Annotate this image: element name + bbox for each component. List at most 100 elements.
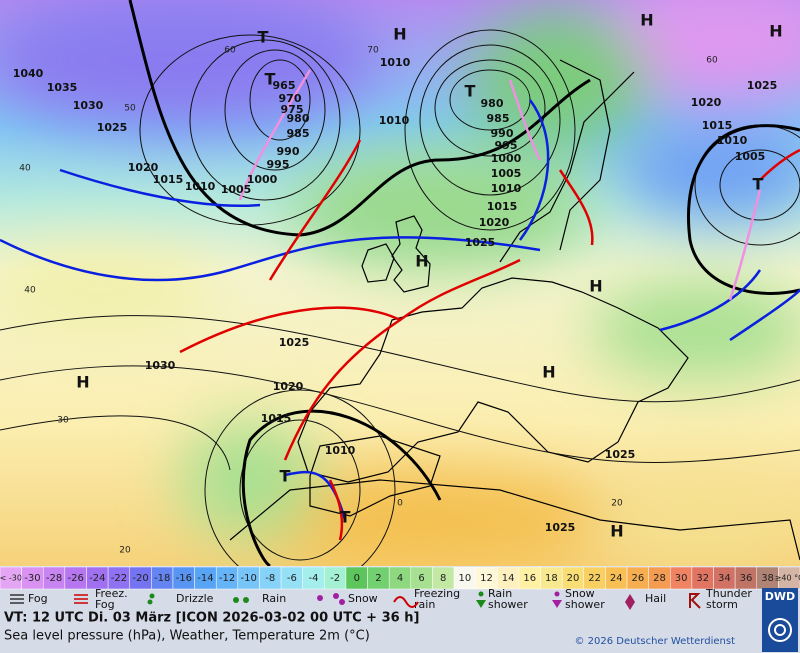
grid-label: 40 (24, 286, 36, 296)
isobar-label: 985 (487, 112, 510, 125)
scale-label: -30 (24, 573, 40, 584)
scale-label: -2 (330, 573, 340, 584)
coastlines (229, 59, 800, 561)
legend-label: Snow (565, 587, 595, 600)
pressure-center: T (340, 508, 351, 527)
legend-label: storm (706, 598, 738, 611)
isobar-label: 1005 (491, 167, 522, 180)
scale-label: -28 (46, 573, 62, 584)
isobar-label: 980 (481, 97, 504, 110)
legend-label: Freez. (95, 587, 128, 600)
pressure-center: T (280, 467, 291, 486)
isobar-label: 990 (277, 145, 300, 158)
isobar-label: 985 (287, 127, 310, 140)
isobar-label: 1025 (279, 336, 310, 349)
scale-label: 6 (418, 573, 424, 584)
isobar-label: 1010 (491, 182, 522, 195)
isobar-label: 1000 (491, 152, 522, 165)
isobar-label: 970 (279, 92, 302, 105)
scale-label: 8 (440, 573, 446, 584)
isobar-label: 1030 (145, 359, 176, 372)
isobar-label: 1010 (185, 180, 216, 193)
legend-label: shower (565, 598, 605, 611)
isobar-label: 990 (491, 127, 514, 140)
pressure-center: H (415, 252, 428, 271)
pressure-center: T (753, 175, 764, 194)
grid-label: 60 (224, 46, 236, 56)
scale-label: -6 (287, 573, 297, 584)
grid-label: 20 (119, 546, 131, 556)
scale-label: 32 (696, 573, 709, 584)
scale-label: 22 (588, 573, 601, 584)
scale-label: -20 (132, 573, 148, 584)
isobar-label: 1035 (47, 81, 78, 94)
isobar-label: 1000 (247, 173, 278, 186)
legend-label: Freezing (414, 587, 460, 600)
isobar-label: 1025 (97, 121, 128, 134)
scale-label: -8 (265, 573, 275, 584)
scale-label: -12 (219, 573, 235, 584)
pressure-center: H (542, 363, 555, 382)
isobar-label: 1005 (221, 183, 252, 196)
isobar-label: 1020 (128, 161, 159, 174)
scale-label: 12 (480, 573, 493, 584)
scale-label: 36 (740, 573, 753, 584)
pressure-center: T (465, 82, 476, 101)
scale-label: 28 (653, 573, 666, 584)
pressure-center: H (589, 277, 602, 296)
scale-label: ≥40 °C (775, 574, 800, 583)
pressure-center: H (393, 25, 406, 44)
main-isobars (128, 0, 800, 566)
isobar-label: 1010 (325, 444, 356, 457)
grid-label: 20 (611, 499, 623, 509)
scale-label: 0 (354, 573, 360, 584)
legend-label: Drizzle (176, 592, 214, 605)
isobar-label: 1025 (747, 79, 778, 92)
scale-label: 18 (545, 573, 558, 584)
pressure-center: T (265, 70, 276, 89)
isobar-label: 1030 (73, 99, 104, 112)
isobar-label: 980 (287, 112, 310, 125)
scale-label: 34 (718, 573, 731, 584)
pressure-center: T (258, 28, 269, 47)
isobar-label: 1015 (261, 412, 292, 425)
scale-label: -4 (309, 573, 319, 584)
scale-label: -22 (111, 573, 127, 584)
temperature-field (0, 0, 800, 566)
scale-label: -18 (154, 573, 170, 584)
valid-time: VT: 12 UTC Di. 03 März [ICON 2026-03-02 … (4, 611, 419, 626)
isobar-label: 1015 (153, 173, 184, 186)
grid-label: 60 (706, 56, 718, 66)
copyright: © 2026 Deutscher Wetterdienst (574, 636, 735, 647)
isobar-label: 1020 (273, 380, 304, 393)
legend-label: rain (414, 598, 435, 611)
legend-label: shower (488, 598, 528, 611)
legend-label: Snow (348, 592, 378, 605)
scale-label: 16 (523, 573, 536, 584)
scale-label: 24 (610, 573, 623, 584)
scale-label: -10 (240, 573, 256, 584)
legend-label: Rain (488, 587, 512, 600)
logo-text: DWD (765, 590, 795, 603)
isobar-label: 1015 (487, 200, 518, 213)
scale-label: 4 (397, 573, 403, 584)
isobar-label: 975 (281, 103, 304, 116)
scale-label: 2 (375, 573, 381, 584)
legend-label: Thunder (705, 587, 752, 600)
legend-icons (10, 591, 701, 610)
legend-area: < -30 -30 -28 -26 -24 -22 -20 -18 -16 -14 -12 -10 -8… (0, 566, 800, 653)
isobar-label: 1020 (691, 96, 722, 109)
scale-label: -26 (68, 573, 84, 584)
isobar-label: 1010 (380, 56, 411, 69)
pressure-center: H (640, 11, 653, 30)
scale-label: 26 (631, 573, 644, 584)
scale-label: 10 (458, 573, 471, 584)
legend-label: Fog (95, 598, 115, 611)
pressure-center: H (610, 522, 623, 541)
scale-label: 14 (502, 573, 515, 584)
scale-label: -24 (89, 573, 105, 584)
isobar-label: 1040 (13, 67, 44, 80)
grid-label: 70 (367, 46, 379, 56)
grid-label: 50 (124, 104, 136, 114)
